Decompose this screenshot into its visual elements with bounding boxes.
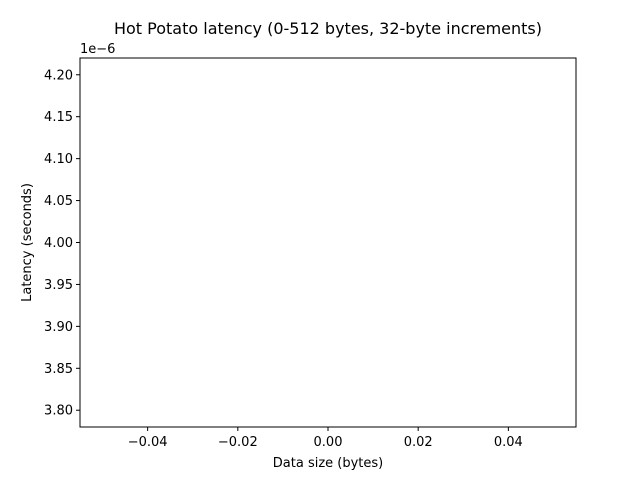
plot-area-frame <box>79 57 577 428</box>
x-axis-label: Data size (bytes) <box>273 456 383 471</box>
x-tick-label: −0.02 <box>218 435 258 450</box>
y-offset-label: 1e−6 <box>80 42 115 57</box>
y-axis-label: Latency (seconds) <box>20 183 35 302</box>
y-tick-label: 4.20 <box>44 68 73 83</box>
y-tick-label: 3.80 <box>44 404 73 419</box>
chart-title: Hot Potato latency (0-512 bytes, 32-byte… <box>114 19 542 38</box>
y-tick-label: 4.05 <box>44 194 73 209</box>
y-tick-label: 3.85 <box>44 362 73 377</box>
y-tick-label: 3.90 <box>44 320 73 335</box>
x-tick-label: 0.02 <box>404 435 433 450</box>
x-axis-ticks: −0.04 −0.02 0.00 0.02 0.04 <box>128 427 523 450</box>
y-tick-label: 4.15 <box>44 110 73 125</box>
y-axis-ticks: 3.80 3.85 3.90 3.95 4.00 4.05 4.10 4.15 4.20 <box>44 68 80 419</box>
y-tick-label: 3.95 <box>44 278 73 293</box>
x-tick-label: 0.00 <box>314 435 343 450</box>
y-tick-label: 4.00 <box>44 236 73 251</box>
x-tick-label: −0.04 <box>128 435 168 450</box>
x-tick-label: 0.04 <box>494 435 523 450</box>
y-tick-label: 4.10 <box>44 152 73 167</box>
